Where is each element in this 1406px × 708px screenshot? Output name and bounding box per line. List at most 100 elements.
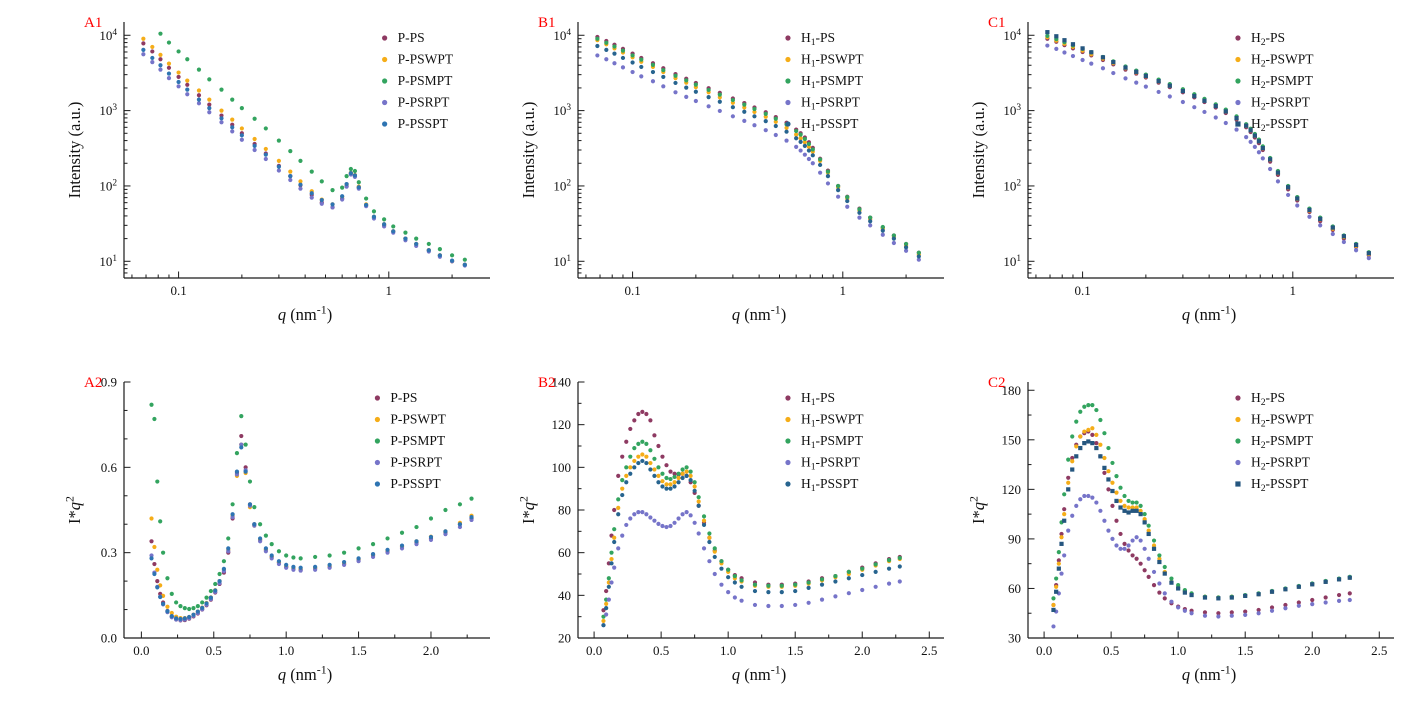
- svg-text:H2-PSMPT: H2-PSMPT: [1251, 433, 1314, 451]
- svg-text:1: 1: [386, 283, 393, 298]
- svg-text:q (nm-1): q (nm-1): [278, 663, 332, 684]
- svg-text:90: 90: [1008, 531, 1021, 546]
- svg-text:Intensity (a.u.): Intensity (a.u.): [969, 102, 988, 199]
- svg-text:H1-PSRPT: H1-PSRPT: [801, 455, 861, 473]
- panel-label-C1: C1: [988, 15, 1006, 31]
- chart-A2: 0.0 0.5 1.0 1.5 2.0 0.0 0.3 0.6 0.9 q (nm-1) I*q2 P…: [63, 375, 490, 684]
- panel-B2: B2 0.0 0.5 1.0 1.5 2.0 2.5 20 40 60 80 100 120 140 q …: [512, 366, 958, 706]
- chart-B1: 0.1 1 101 102 103 104 q (nm-1) Intensity (a.u.)…: [519, 22, 944, 324]
- chart-C2: 0.0 0.5 1.0 1.5 2.0 2.5 30 60 90 120 150 180 q (nm-1…: [967, 382, 1394, 684]
- svg-text:q (nm-1): q (nm-1): [1182, 303, 1236, 324]
- svg-text:101: 101: [553, 254, 571, 269]
- svg-text:H1-PS: H1-PS: [801, 30, 835, 48]
- svg-text:60: 60: [1008, 581, 1021, 596]
- svg-text:0.0: 0.0: [101, 631, 117, 646]
- legend: H1-PS H1-PSWPT H1-PSMPT H1-PSRPT H1-PSSPT: [785, 30, 864, 134]
- svg-text:P-PSWPT: P-PSWPT: [398, 52, 454, 67]
- svg-text:40: 40: [558, 588, 571, 603]
- axis-labels: q (nm-1) I*q2: [967, 496, 1236, 684]
- svg-text:1.5: 1.5: [787, 643, 803, 658]
- svg-text:Intensity (a.u.): Intensity (a.u.): [65, 102, 84, 199]
- svg-text:H2-PS: H2-PS: [1251, 30, 1285, 48]
- svg-text:P-PSSPT: P-PSSPT: [398, 116, 449, 131]
- panel-label-A1: A1: [84, 15, 103, 31]
- svg-text:P-PSWPT: P-PSWPT: [390, 412, 446, 427]
- legend: P-PS P-PSWPT P-PSMPT P-PSRPT P-PSSPT: [382, 30, 454, 131]
- svg-text:120: 120: [552, 417, 572, 432]
- panel-A1: A1 0.1 1 101 102 103 104 q (nm-1) Intensity (a.…: [58, 6, 504, 346]
- svg-text:H1-PSMPT: H1-PSMPT: [801, 73, 864, 91]
- svg-text:1.0: 1.0: [278, 643, 294, 658]
- svg-text:P-PSMPT: P-PSMPT: [398, 73, 454, 88]
- svg-text:H2-PSSPT: H2-PSSPT: [1251, 476, 1309, 494]
- axes: [577, 22, 944, 279]
- svg-text:1.0: 1.0: [1170, 643, 1186, 658]
- svg-text:2.5: 2.5: [1371, 643, 1387, 658]
- svg-text:104: 104: [1003, 28, 1021, 43]
- svg-text:103: 103: [99, 103, 117, 118]
- series-H1-PSSPT: [595, 43, 921, 259]
- svg-text:101: 101: [99, 254, 117, 269]
- svg-text:0.0: 0.0: [586, 643, 602, 658]
- series-H2-PSWPT: [1045, 35, 1371, 257]
- chart-A1: 0.1 1 101 102 103 104 q (nm-1) Intensity (a.u.)…: [65, 22, 490, 324]
- svg-text:P-PSRPT: P-PSRPT: [398, 95, 451, 110]
- svg-text:140: 140: [552, 375, 572, 390]
- series-P-PSSPT: [141, 47, 467, 267]
- svg-text:H1-PSRPT: H1-PSRPT: [801, 95, 861, 113]
- svg-text:P-PS: P-PS: [390, 390, 417, 405]
- svg-text:1.5: 1.5: [350, 643, 366, 658]
- svg-text:102: 102: [99, 178, 117, 193]
- series-H1-PSMPT: [601, 439, 902, 619]
- svg-text:q (nm-1): q (nm-1): [732, 303, 786, 324]
- panel-label-B2: B2: [538, 375, 556, 391]
- svg-text:0.5: 0.5: [206, 643, 222, 658]
- svg-text:I*q2: I*q2: [517, 496, 538, 524]
- svg-text:2.0: 2.0: [423, 643, 439, 658]
- svg-text:H2-PSRPT: H2-PSRPT: [1251, 95, 1311, 113]
- svg-text:100: 100: [552, 460, 572, 475]
- series-H1-PSSPT: [601, 458, 902, 628]
- axis-labels: q (nm-1) I*q2: [63, 496, 332, 684]
- ticks: [578, 381, 930, 639]
- chart-C1: 0.1 1 101 102 103 104 q (nm-1) Intensity (a.u.)…: [969, 22, 1394, 324]
- legend: H1-PS H1-PSWPT H1-PSMPT H1-PSRPT H1-PSSPT: [785, 390, 864, 494]
- svg-text:101: 101: [1003, 254, 1021, 269]
- panel-label-A2: A2: [84, 375, 103, 391]
- svg-text:2.5: 2.5: [921, 643, 937, 658]
- svg-text:H2-PSWPT: H2-PSWPT: [1251, 52, 1314, 70]
- svg-text:H1-PS: H1-PS: [801, 390, 835, 408]
- svg-text:P-PS: P-PS: [398, 30, 425, 45]
- svg-text:102: 102: [1003, 178, 1021, 193]
- svg-text:I*q2: I*q2: [967, 496, 988, 524]
- svg-text:120: 120: [1002, 482, 1022, 497]
- axes: [1027, 382, 1394, 639]
- svg-text:0.0: 0.0: [133, 643, 149, 658]
- axes: [123, 382, 490, 639]
- tick-labels: 0.1 1 101 102 103 104: [1003, 28, 1296, 298]
- svg-text:P-PSRPT: P-PSRPT: [390, 455, 443, 470]
- series-H2-PSSPT: [1045, 30, 1371, 256]
- svg-text:1.5: 1.5: [1237, 643, 1253, 658]
- svg-text:I*q2: I*q2: [63, 496, 84, 524]
- svg-text:q (nm-1): q (nm-1): [1182, 663, 1236, 684]
- svg-text:0.1: 0.1: [624, 283, 640, 298]
- series-H1-PSRPT: [595, 53, 921, 262]
- panel-label-B1: B1: [538, 15, 556, 31]
- svg-text:0.6: 0.6: [101, 460, 118, 475]
- svg-text:104: 104: [99, 28, 117, 43]
- svg-text:104: 104: [553, 28, 571, 43]
- svg-text:2.0: 2.0: [1304, 643, 1320, 658]
- ticks: [578, 34, 907, 279]
- axis-labels: q (nm-1) Intensity (a.u.): [969, 102, 1236, 324]
- svg-text:0.1: 0.1: [1074, 283, 1090, 298]
- svg-text:0.5: 0.5: [1103, 643, 1119, 658]
- axis-labels: q (nm-1) Intensity (a.u.): [65, 102, 332, 324]
- svg-text:60: 60: [558, 545, 571, 560]
- svg-text:2.0: 2.0: [854, 643, 870, 658]
- svg-text:H2-PS: H2-PS: [1251, 390, 1285, 408]
- svg-text:102: 102: [553, 178, 571, 193]
- series-H2-PSRPT: [1051, 493, 1352, 629]
- svg-text:H2-PSRPT: H2-PSRPT: [1251, 455, 1311, 473]
